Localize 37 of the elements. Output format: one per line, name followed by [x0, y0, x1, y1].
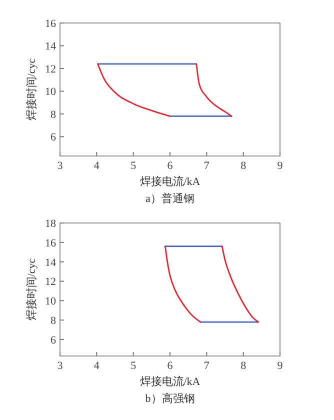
x-tick-label: 8 [240, 360, 247, 372]
y-tick-label: 14 [45, 40, 56, 53]
y-tick-label: 10 [45, 296, 56, 308]
y-tick-label: 18 [45, 218, 56, 230]
y-tick-label: 6 [50, 334, 56, 346]
y-axis-title: 焊接时间/cyc [25, 58, 38, 121]
x-tick-label: 6 [167, 160, 174, 172]
y-tick-label: 12 [45, 63, 56, 76]
text: a）普通钢 [146, 192, 194, 205]
x-tick-label: 7 [204, 160, 210, 172]
line-series [164, 246, 202, 323]
y-tick-label: 16 [45, 237, 56, 250]
x-tick-label: 3 [57, 360, 64, 372]
x-tick-label: 9 [277, 360, 284, 372]
x-tick-label: 7 [204, 360, 210, 372]
x-tick-label: 5 [130, 360, 137, 372]
x-tick-label: 8 [240, 160, 247, 172]
y-tick-label: 14 [45, 256, 56, 269]
x-tick-label: 4 [94, 360, 100, 372]
y-tick-label: 16 [45, 18, 56, 30]
y-tick-label: 6 [50, 132, 56, 144]
text: b）高强钢 [145, 392, 195, 405]
y-tick-label: 8 [50, 315, 56, 328]
x-axis-title: 焊接电流/kA [140, 175, 200, 188]
line-series [196, 63, 232, 117]
x-tick-label: 9 [277, 160, 284, 172]
x-axis-title: 焊接电流/kA [140, 375, 200, 388]
x-tick-label: 6 [167, 360, 174, 372]
y-tick-label: 8 [50, 108, 56, 121]
y-tick-label: 12 [45, 276, 56, 288]
x-tick-label: 5 [130, 160, 137, 172]
x-tick-label: 3 [57, 160, 64, 172]
y-tick-label: 10 [45, 86, 56, 98]
y-axis-title: 焊接时间/cyc [25, 258, 38, 321]
line-series [97, 63, 171, 117]
x-tick-label: 4 [94, 160, 100, 172]
line-series [221, 246, 260, 323]
